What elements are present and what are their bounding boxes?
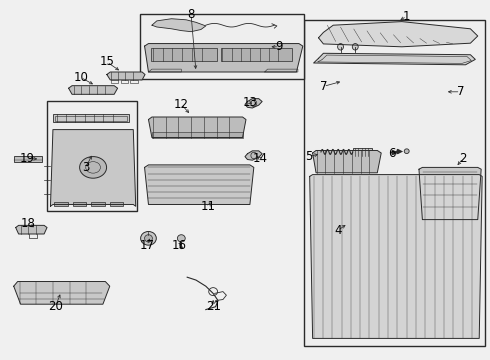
Bar [110,202,123,206]
Text: 3: 3 [82,161,90,174]
Text: 17: 17 [140,239,154,252]
Text: 10: 10 [74,71,88,84]
Polygon shape [148,117,246,138]
Text: 8: 8 [187,8,195,21]
Text: 15: 15 [99,55,114,68]
Text: 20: 20 [48,300,63,313]
Polygon shape [152,19,206,32]
Polygon shape [16,225,47,234]
Text: 18: 18 [21,217,36,230]
Text: 16: 16 [172,239,186,252]
Bar [14,156,42,162]
Ellipse shape [404,149,409,153]
Polygon shape [107,72,145,80]
Bar [353,148,372,156]
Bar [220,48,292,61]
Polygon shape [314,53,475,65]
Ellipse shape [352,44,358,50]
Polygon shape [310,175,482,338]
Bar [54,202,68,206]
Text: 14: 14 [252,152,267,165]
Polygon shape [145,44,303,72]
Polygon shape [318,22,478,47]
Ellipse shape [177,235,185,242]
Polygon shape [14,282,110,304]
Text: 19: 19 [20,152,34,165]
Text: 5: 5 [305,150,313,163]
Text: 13: 13 [243,96,257,109]
Ellipse shape [145,235,152,242]
Polygon shape [50,130,136,206]
Bar [151,48,217,61]
Bar [53,114,129,122]
Bar [111,80,118,83]
Polygon shape [145,165,254,204]
Text: 6: 6 [388,147,396,159]
Text: 9: 9 [275,40,283,53]
Bar [121,80,128,83]
Text: 12: 12 [174,98,189,111]
Bar [140,14,304,79]
Ellipse shape [79,157,107,178]
Text: 4: 4 [334,224,342,237]
Bar [55,116,127,121]
Polygon shape [419,167,481,220]
Text: 7: 7 [457,85,465,98]
Bar [152,132,243,138]
Text: 1: 1 [403,10,411,23]
Bar [91,202,105,206]
Polygon shape [245,151,262,160]
Polygon shape [313,150,381,173]
Bar [47,101,137,211]
Ellipse shape [180,247,183,249]
Polygon shape [245,99,262,108]
Text: 2: 2 [459,152,467,165]
Ellipse shape [141,231,156,245]
Text: 7: 7 [319,80,327,93]
Ellipse shape [338,44,343,50]
Bar [304,20,485,346]
Bar [130,80,138,83]
Polygon shape [69,86,118,94]
Text: 11: 11 [201,201,216,213]
Text: 21: 21 [206,300,220,313]
Bar [73,202,86,206]
